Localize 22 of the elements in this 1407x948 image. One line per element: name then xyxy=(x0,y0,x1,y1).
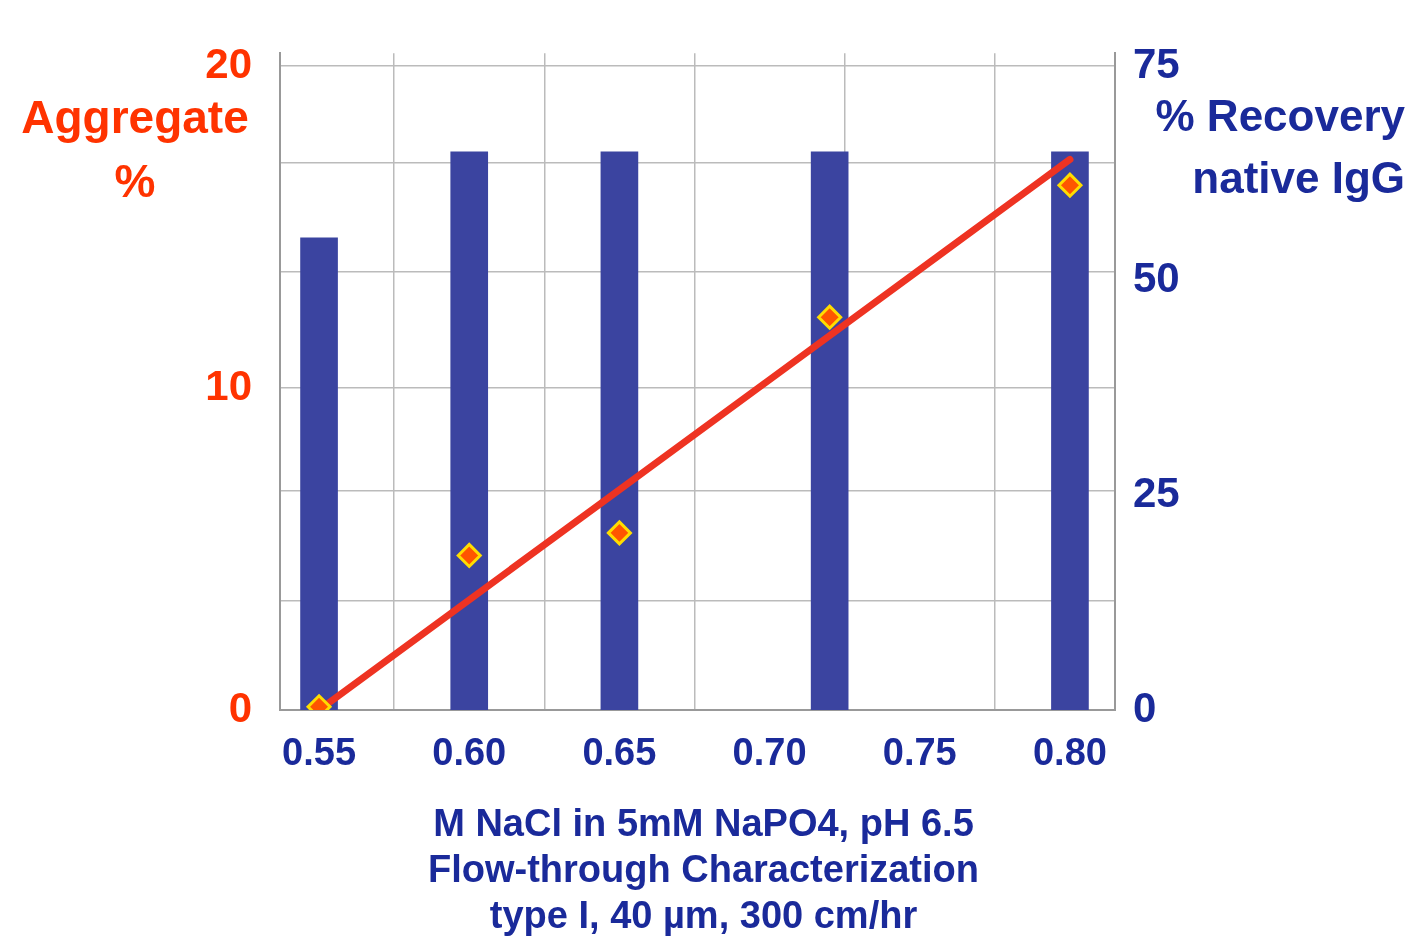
point xyxy=(1057,172,1083,198)
text: type I, 40 µm, 300 cm/hr xyxy=(488,893,919,938)
x-tick-label: 0.60 xyxy=(432,731,507,774)
y2-tick-label: 0 xyxy=(1133,683,1157,731)
x-tick-label: 0.70 xyxy=(732,731,807,774)
x-tick-label: 0.55 xyxy=(282,731,357,774)
x-tick-label: 0.75 xyxy=(882,731,957,774)
y-tick-label: 20 xyxy=(205,39,252,87)
y2-axis-title: % Recovery native IgG xyxy=(1154,90,1405,204)
point xyxy=(606,520,632,546)
x-axis-title: M NaCl in 5mM NaPO4, pH 6.5 xyxy=(432,801,975,846)
y2-tick-label: 25 xyxy=(1133,468,1180,516)
y-tick-label: 0 xyxy=(228,683,252,731)
text: Flow-through Characterization xyxy=(427,847,980,892)
x-tick-label: 0.80 xyxy=(1032,731,1107,774)
y2-tick-label: 50 xyxy=(1133,254,1180,302)
x-tick-label: 0.65 xyxy=(582,731,657,774)
point xyxy=(456,542,482,568)
point xyxy=(817,304,843,330)
y-axis-title: Aggregate % xyxy=(20,90,250,209)
y2-tick-label: 75 xyxy=(1133,39,1180,87)
y-tick-label: 10 xyxy=(205,361,252,409)
